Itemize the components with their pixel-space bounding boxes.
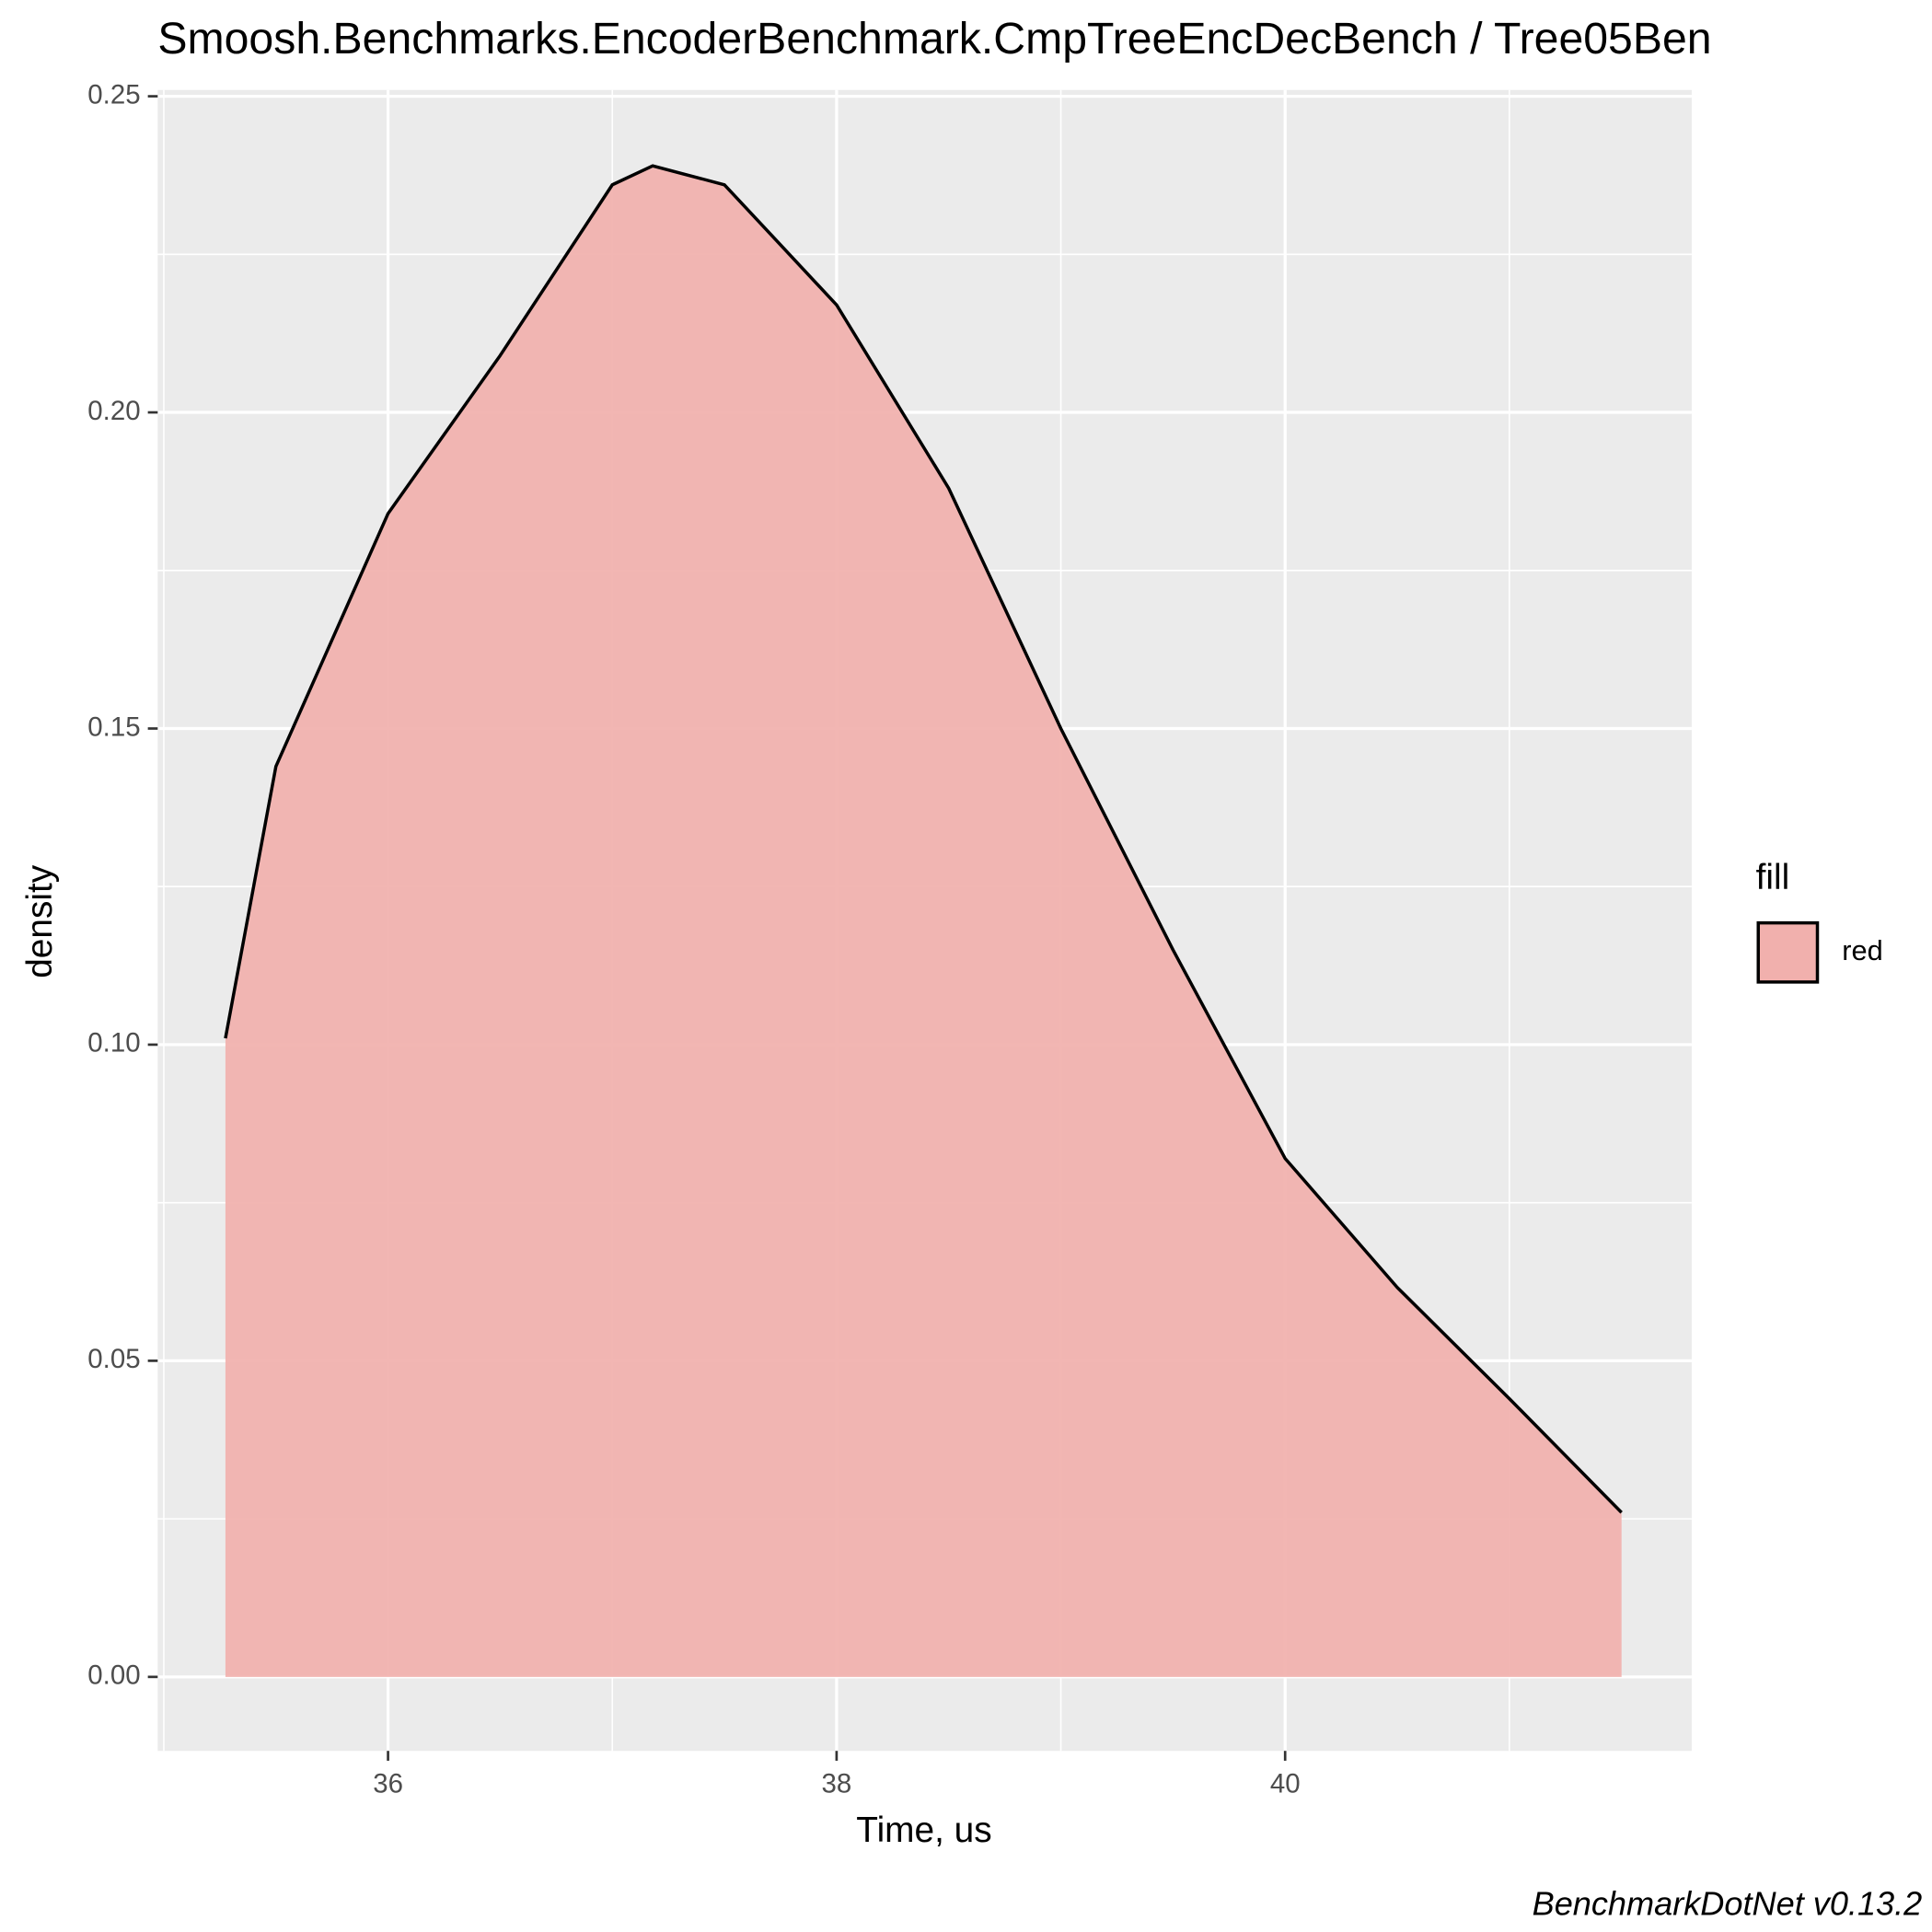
y-tick-label: 0.20 [87, 396, 140, 426]
legend-key [1756, 920, 1820, 984]
y-tick-label: 0.25 [87, 79, 140, 110]
y-tick-label: 0.05 [87, 1344, 140, 1374]
density-area [225, 166, 1622, 1677]
caption: BenchmarkDotNet v0.13.2 [1533, 1884, 1923, 1922]
x-tick-label: 40 [1270, 1768, 1301, 1799]
x-tick-label: 38 [822, 1768, 852, 1799]
density-line [224, 164, 1623, 1514]
y-tick-label: 0.00 [87, 1660, 140, 1691]
y-axis-label: density [20, 864, 60, 978]
legend-label: red [1842, 934, 1882, 966]
chart-title: Smoosh.Benchmarks.EncoderBenchmark.CmpTr… [157, 14, 1711, 64]
y-tick-label: 0.15 [87, 711, 140, 742]
legend-title: fill [1756, 858, 1790, 897]
x-axis-label: Time, us [856, 1811, 991, 1850]
x-tick-label: 36 [373, 1768, 403, 1799]
y-tick-label: 0.10 [87, 1028, 140, 1059]
